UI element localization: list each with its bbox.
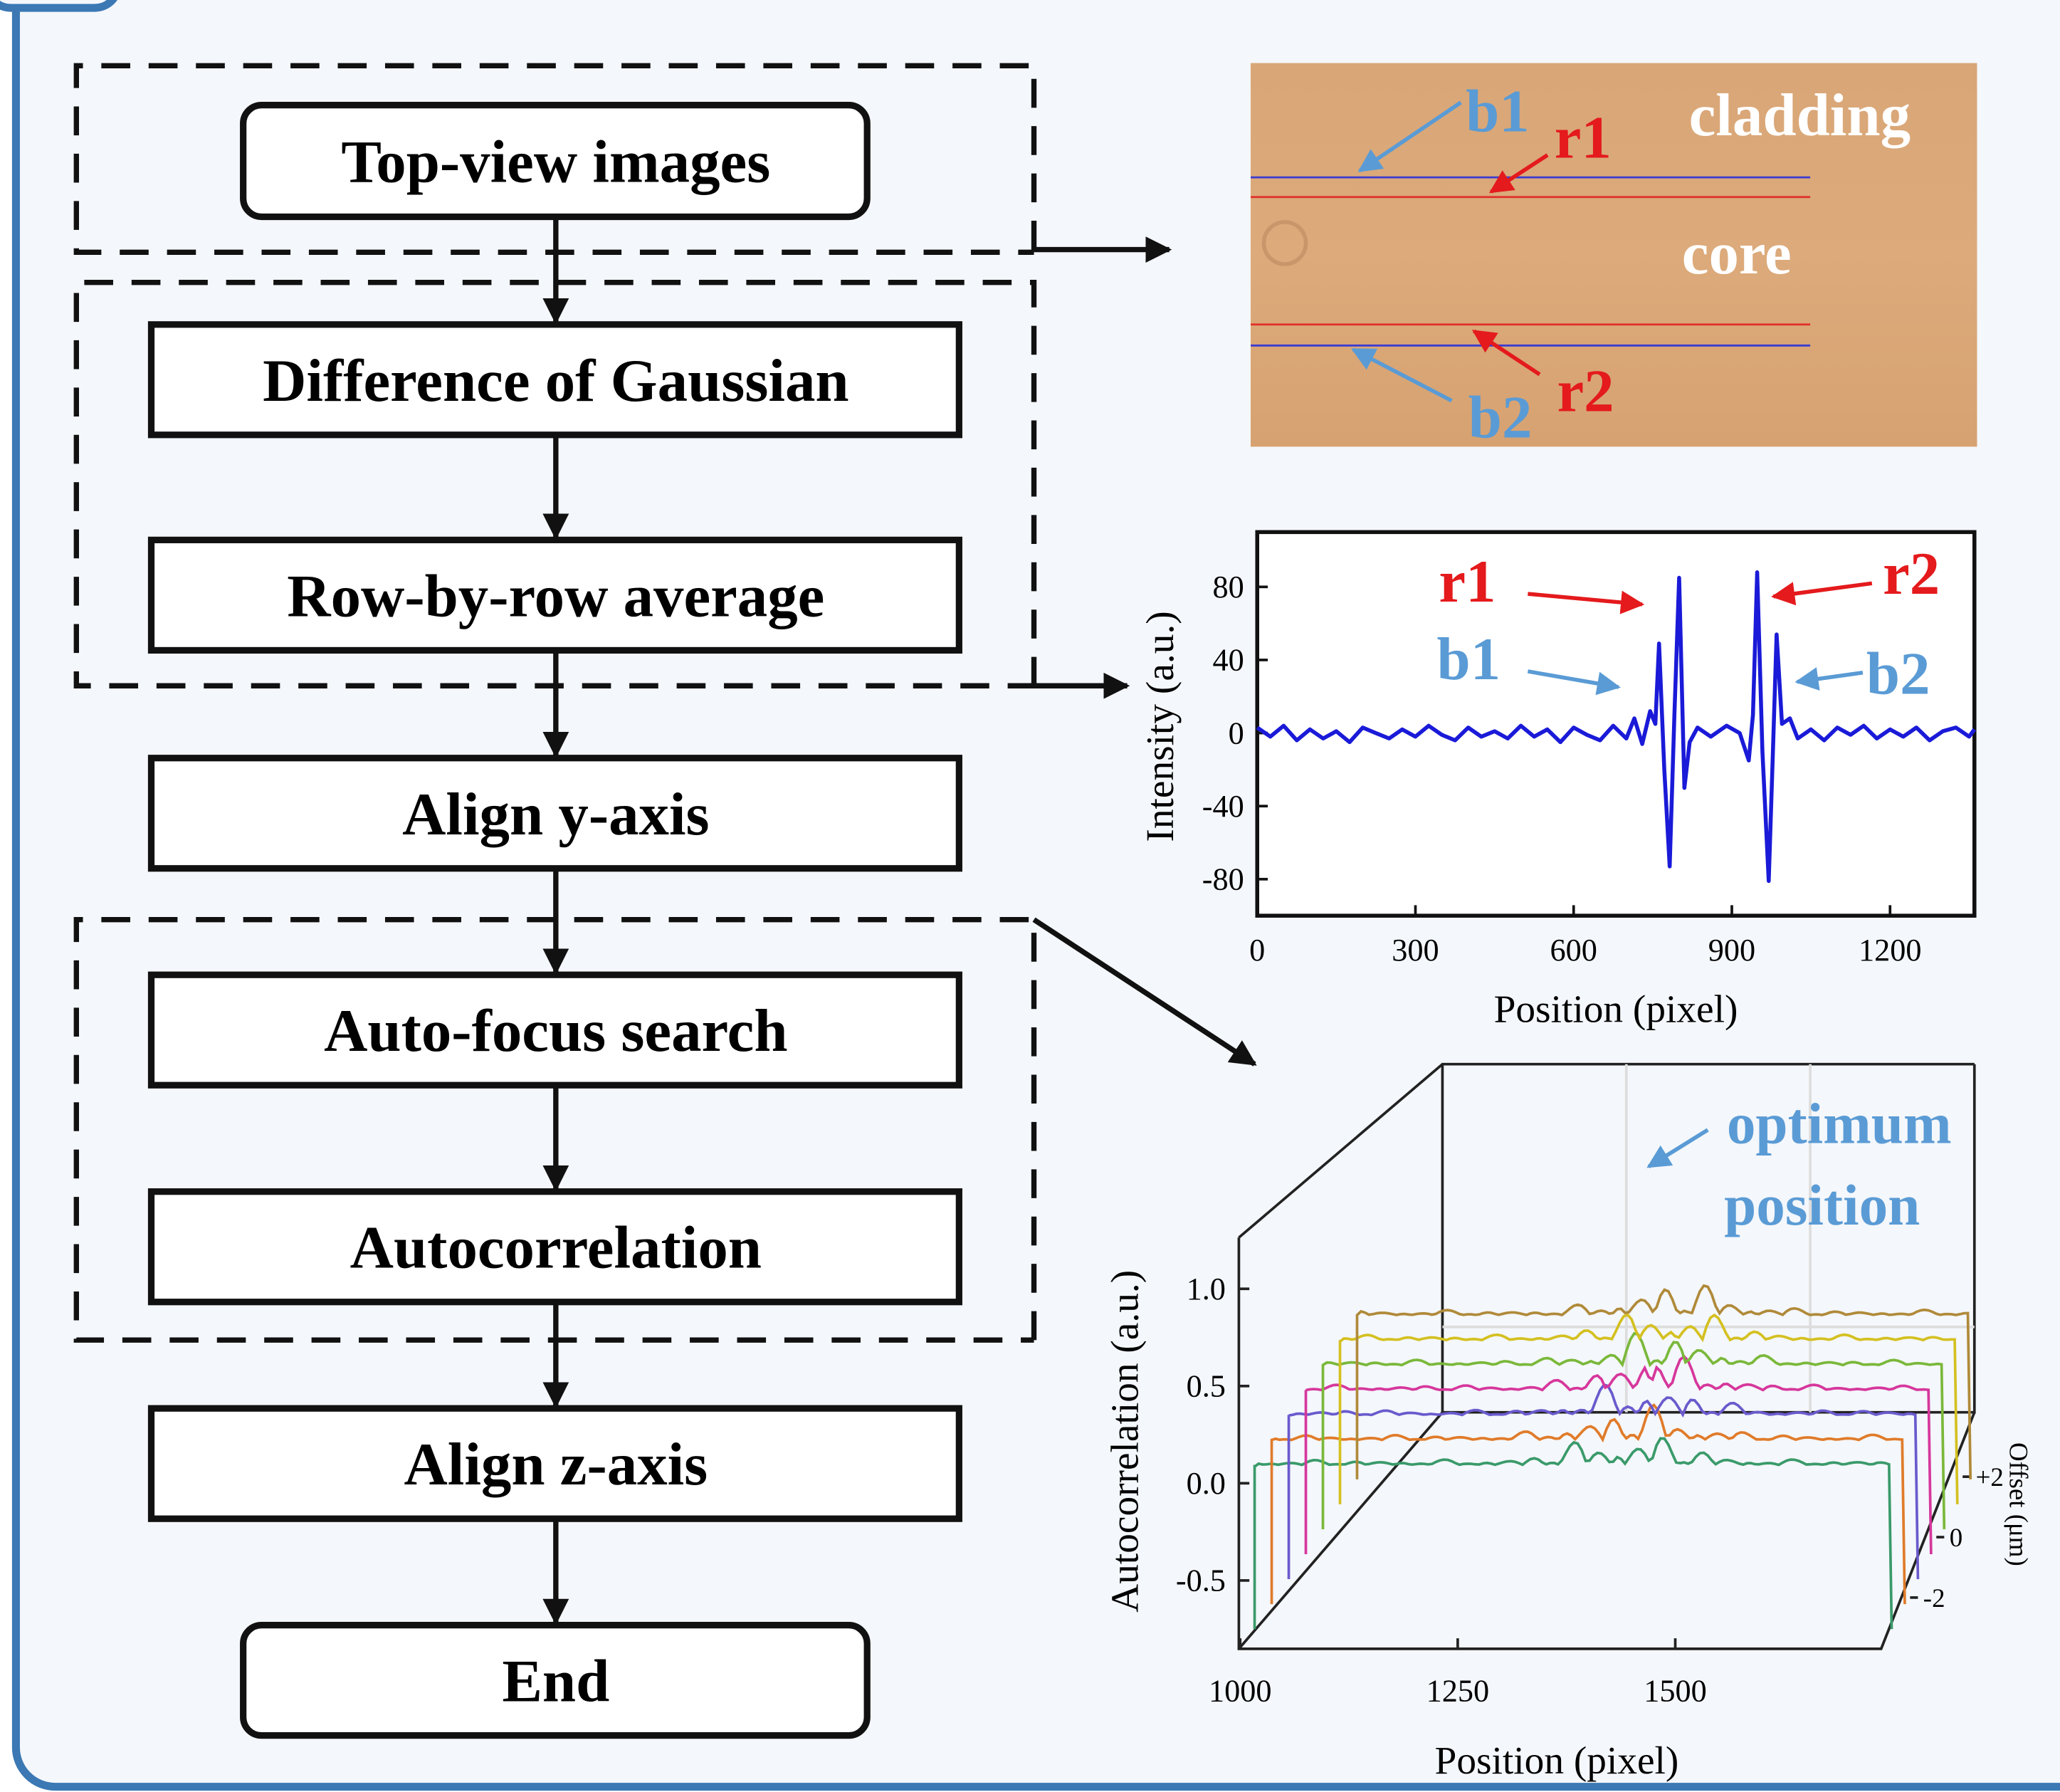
y-tick-label: 0.0	[1187, 1466, 1226, 1501]
trace	[1321, 1331, 1946, 1529]
flow-step-label: Autocorrelation	[350, 1215, 762, 1282]
y-tick-label: 0	[1229, 716, 1244, 750]
z-tick-label: 0	[1950, 1523, 1962, 1552]
flow-step	[147, 971, 962, 1089]
photo-blob	[1261, 220, 1308, 266]
flow-step-label: Top-view images	[341, 129, 770, 196]
annotation: r1	[1439, 548, 1496, 615]
trace	[1270, 1403, 1906, 1605]
y-tick-label: -40	[1202, 789, 1244, 824]
frame-tab	[0, 0, 117, 12]
flow-step	[147, 1188, 962, 1306]
flow-step-label: Difference of Gaussian	[263, 347, 849, 414]
intensity-plot: Intensity (a.u.) Position (pixel) r1 r2 …	[1138, 530, 1977, 1031]
x-tick-label: 1250	[1426, 1674, 1490, 1709]
annotation: position	[1724, 1173, 1920, 1237]
label: cladding	[1689, 82, 1911, 149]
y-tick-label: -0.5	[1176, 1563, 1226, 1598]
y-tick-label: -80	[1202, 862, 1244, 897]
dashed-box	[73, 63, 1037, 255]
x-tick-label: 600	[1550, 933, 1597, 968]
z-tick-label: +2	[1976, 1462, 2004, 1492]
arrow	[1357, 100, 1462, 173]
x-tick-label: 900	[1708, 933, 1755, 968]
dashed-box	[73, 917, 1037, 1343]
x-axis-label: Position (pixel)	[1435, 1739, 1679, 1782]
arrow	[1771, 581, 1873, 606]
flow-step	[147, 755, 962, 872]
x-tick-label: 1500	[1644, 1674, 1707, 1709]
y-tick-label: 0.5	[1187, 1369, 1226, 1404]
annotation: optimum	[1727, 1091, 1952, 1156]
x-tick-label: 1200	[1859, 933, 1922, 968]
y-tick-label: 80	[1213, 570, 1244, 604]
x-axis-label: Position (pixel)	[1494, 987, 1738, 1031]
x-tick-label: 0	[1249, 933, 1265, 968]
annotation: r2	[1883, 540, 1940, 607]
image-panel: b1 r1 cladding core r2 b2	[1251, 63, 1977, 451]
arrow	[1488, 153, 1549, 194]
trace	[1304, 1354, 1933, 1555]
trace	[1338, 1313, 1959, 1504]
y-axis-label: Intensity (a.u.)	[1138, 611, 1182, 842]
label: b1	[1466, 78, 1530, 145]
label: b2	[1468, 384, 1533, 451]
flow-step	[147, 321, 962, 439]
z-axis-label: Offset (μm)	[2004, 1442, 2034, 1566]
arrow	[1646, 1128, 1709, 1168]
z-tick-label: -2	[1923, 1583, 1945, 1613]
signal-line	[1256, 570, 1977, 884]
flow-step-label: Auto-focus search	[324, 997, 787, 1064]
flowchart: Top-view images Difference of Gaussian Row…	[147, 102, 962, 1739]
box-edge	[1238, 1411, 1444, 1650]
y-tick-label: 1.0	[1187, 1272, 1226, 1306]
trace	[1253, 1437, 1893, 1630]
arrow	[1032, 917, 1257, 1067]
arrow	[1528, 590, 1645, 614]
y-tick-label: 40	[1213, 643, 1244, 678]
annotation: b2	[1866, 640, 1930, 707]
trace	[1355, 1284, 1972, 1479]
flow-step-label: End	[502, 1648, 609, 1715]
autocorrelation-plot: Autocorrelation (a.u.) Position (pixel) …	[1103, 1062, 2034, 1782]
flow-step-label: Align y-axis	[402, 781, 710, 848]
plot-frame	[1255, 530, 1977, 918]
label: r1	[1555, 104, 1612, 171]
trace	[1287, 1383, 1920, 1580]
flow-step-label: Row-by-row average	[287, 562, 824, 629]
side-arrows	[1032, 236, 1257, 1067]
annotation: b1	[1437, 626, 1501, 693]
x-tick-label: 1000	[1209, 1674, 1272, 1709]
x-tick-label: 300	[1392, 933, 1439, 968]
arrow	[1471, 329, 1541, 377]
arrow	[1794, 667, 1864, 691]
y-axis-label: Autocorrelation (a.u.)	[1103, 1270, 1146, 1613]
arrow	[1527, 669, 1621, 696]
flow-step-label: Align z-axis	[404, 1431, 708, 1498]
box-edge	[1237, 1237, 1976, 1650]
dashed-groups	[73, 63, 1037, 1343]
flow-step	[240, 1622, 871, 1739]
dashed-box	[73, 280, 1037, 688]
arrow	[1350, 347, 1453, 403]
label: r2	[1557, 358, 1614, 425]
photo	[1251, 63, 1977, 447]
label: core	[1682, 220, 1792, 287]
